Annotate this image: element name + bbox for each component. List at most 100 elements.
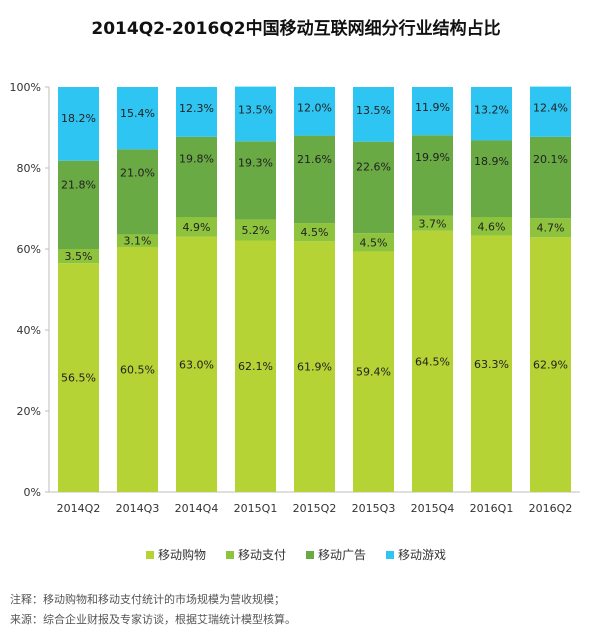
bar-segment — [353, 251, 394, 492]
bar-segment — [353, 87, 394, 142]
bar-segment — [176, 236, 217, 492]
bar-segment — [353, 233, 394, 252]
bar-segment — [176, 217, 217, 237]
legend-swatch — [225, 550, 234, 559]
stacked-bar-chart: 0% 20% 40% 60% 80% 100% 56.5% 3.5% 21.8% 18.2% 201… — [10, 81, 580, 515]
y-tick-label: 0% — [24, 486, 41, 499]
data-label: 13.5% — [356, 104, 391, 117]
bar-segment — [294, 223, 335, 242]
data-label: 12.0% — [297, 101, 332, 114]
x-tick-label: 2016Q2 — [529, 502, 573, 515]
chart-notes: 注释：移动购物和移动支付统计的市场规模为营收规模； 来源：综合企业财报及专家访谈… — [10, 590, 296, 630]
y-tick-label: 80% — [17, 162, 41, 175]
bar-segment — [471, 235, 512, 492]
bar-segment — [530, 218, 571, 238]
data-label: 4.5% — [360, 236, 388, 249]
data-label: 62.1% — [238, 360, 273, 373]
legend-swatch — [306, 550, 314, 559]
legend-item: 移动购物 — [145, 546, 206, 563]
data-label: 56.5% — [61, 372, 96, 385]
y-tick-label: 100% — [10, 81, 41, 94]
legend-label: 移动广告 — [318, 548, 367, 562]
x-tick-label: 2015Q3 — [352, 502, 396, 515]
bar-segment — [412, 135, 453, 216]
x-tick-label: 2014Q2 — [57, 502, 101, 515]
data-label: 3.5% — [65, 250, 93, 263]
data-label: 22.6% — [356, 160, 391, 173]
data-label: 59.4% — [356, 366, 391, 379]
bar-segment — [530, 136, 571, 219]
bar-segment — [117, 87, 158, 150]
bar-segment — [235, 86, 276, 142]
bar-segment — [176, 136, 217, 218]
bar-segment — [235, 219, 276, 241]
bar-segment — [117, 234, 158, 247]
data-label: 64.5% — [415, 355, 450, 368]
x-tick-label: 2015Q4 — [411, 502, 455, 515]
bar-segment — [117, 246, 158, 492]
legend-item: 移动游戏 — [386, 546, 446, 563]
data-label: 3.1% — [124, 235, 152, 248]
data-label: 63.3% — [474, 358, 509, 371]
x-tick-label: 2016Q1 — [470, 502, 514, 515]
data-label: 19.3% — [238, 156, 273, 169]
data-label: 15.4% — [120, 107, 155, 120]
data-label: 19.9% — [415, 151, 450, 164]
x-tick-label: 2014Q3 — [116, 502, 160, 515]
data-label: 5.2% — [242, 224, 270, 237]
bar-segment — [530, 237, 571, 492]
data-label: 18.9% — [474, 155, 509, 168]
legend-label: 移动购物 — [157, 548, 206, 562]
chart-legend: 移动购物 移动支付 移动广告 移动游戏 — [0, 546, 592, 563]
bar-segment — [471, 217, 512, 236]
bar-segment — [471, 87, 512, 141]
data-label: 18.2% — [61, 112, 96, 125]
bar-segment — [235, 141, 276, 220]
data-label: 60.5% — [120, 363, 155, 376]
data-label: 20.1% — [533, 153, 568, 166]
legend-swatch — [386, 550, 395, 559]
note-line: 注释：移动购物和移动支付统计的市场规模为营收规模； — [10, 593, 285, 606]
data-label: 61.9% — [297, 361, 332, 374]
bar-segment — [58, 160, 99, 249]
y-tick-label: 20% — [17, 405, 41, 418]
y-tick-label: 40% — [17, 324, 41, 337]
bar-segment — [176, 87, 217, 137]
data-label: 3.7% — [419, 217, 447, 230]
data-label: 19.8% — [179, 152, 214, 165]
x-tick-label: 2015Q1 — [234, 502, 278, 515]
bar-segment — [471, 140, 512, 218]
bar-segment — [530, 86, 571, 137]
bar-segment — [235, 240, 276, 492]
data-label: 21.8% — [61, 179, 96, 192]
data-label: 12.4% — [533, 102, 568, 115]
bar-segment — [294, 135, 335, 224]
data-label: 21.0% — [120, 166, 155, 179]
bar-segment — [412, 215, 453, 231]
x-tick-label: 2014Q4 — [175, 502, 219, 515]
legend-item: 移动支付 — [225, 546, 286, 563]
bar-segment — [58, 263, 99, 492]
data-label: 4.5% — [301, 226, 329, 239]
data-label: 4.9% — [183, 221, 211, 234]
legend-item: 移动广告 — [306, 546, 366, 563]
data-label: 4.6% — [478, 220, 506, 233]
bar-segment — [412, 87, 453, 136]
bar-segment — [353, 141, 394, 234]
data-label: 13.5% — [238, 104, 273, 117]
legend-label: 移动支付 — [237, 548, 286, 562]
y-tick-label: 60% — [17, 243, 41, 256]
data-label: 63.0% — [179, 358, 214, 371]
bar-segment — [58, 249, 99, 264]
data-label: 11.9% — [415, 101, 450, 114]
bar-segment — [294, 241, 335, 492]
x-tick-label: 2015Q2 — [293, 502, 337, 515]
bar-segment — [58, 87, 99, 161]
data-label: 12.3% — [179, 102, 214, 115]
legend-label: 移动游戏 — [398, 548, 447, 562]
chart-title: 2014Q2-2016Q2中国移动互联网细分行业结构占比 — [91, 19, 501, 39]
source-line: 来源：综合企业财报及专家访谈，根据艾瑞统计模型核算。 — [10, 613, 296, 626]
data-label: 62.9% — [533, 359, 568, 372]
bar-segment — [412, 230, 453, 492]
bar-segment — [117, 149, 158, 235]
